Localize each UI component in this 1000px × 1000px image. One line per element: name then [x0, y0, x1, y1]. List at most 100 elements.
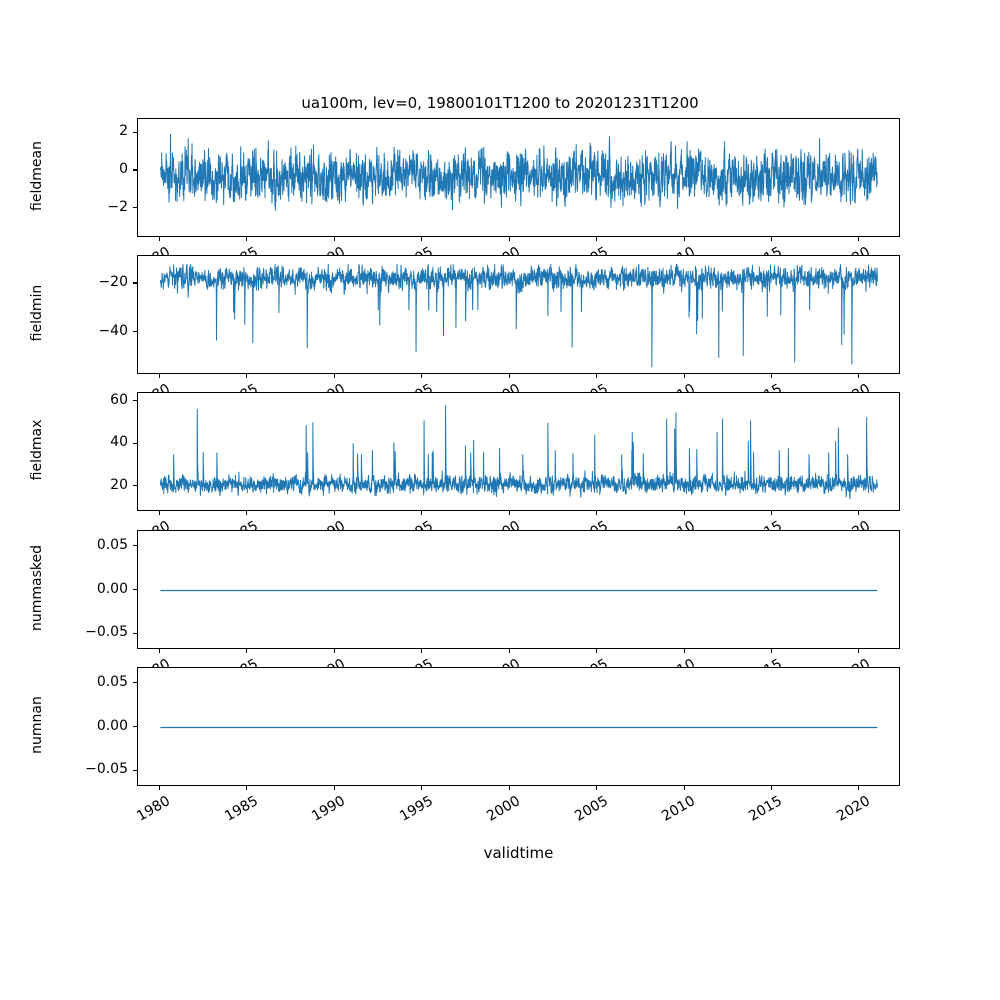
y-tick-mark [133, 131, 137, 133]
y-axis-label-fieldmean: fieldmean [29, 140, 45, 211]
subplot-fieldmax [137, 392, 901, 512]
x-tick-mark [246, 649, 248, 653]
x-tick-mark [596, 649, 598, 653]
x-tick-label: 2015 [746, 793, 786, 825]
x-tick-mark [508, 649, 510, 653]
y-tick-label: 0 [119, 160, 128, 177]
x-tick-label: 2020 [726, 518, 873, 530]
y-tick-mark [133, 400, 137, 402]
series-canvas-fieldmean [138, 119, 901, 238]
series-canvas-fieldmax [138, 393, 901, 512]
y-tick-label: −40 [98, 322, 128, 339]
y-tick-label: 2 [119, 123, 128, 140]
y-tick-label: −0.05 [85, 624, 128, 641]
x-tick-label: 2015 [639, 518, 786, 530]
figure-title: ua100m, lev=0, 19800101T1200 to 20201231… [301, 94, 699, 112]
y-tick-label: 0.00 [96, 580, 128, 597]
x-tick-mark [421, 649, 423, 653]
x-tick-mark [246, 786, 248, 790]
x-tick-label: 1985 [221, 793, 261, 825]
y-tick-mark [133, 682, 137, 684]
x-tick-mark [683, 649, 685, 653]
x-tick-mark [770, 786, 773, 790]
x-tick-label: 1995 [396, 793, 436, 825]
y-tick-mark [133, 169, 137, 171]
x-tick-mark [508, 237, 510, 241]
x-tick-mark [421, 237, 423, 241]
series-canvas-fieldmin [138, 256, 901, 375]
y-tick-label: 40 [110, 434, 128, 450]
y-axis-label-fieldmin: fieldmin [29, 284, 45, 341]
x-tick-label: 2020 [834, 793, 873, 825]
y-tick-mark [133, 442, 137, 444]
x-tick-mark [246, 511, 248, 515]
x-tick-label: 2005 [464, 518, 611, 530]
x-tick-mark [158, 237, 160, 241]
x-tick-label: 1990 [202, 518, 348, 530]
y-axis-label-nummasked: nummasked [29, 544, 45, 631]
x-tick-mark [508, 511, 510, 515]
x-tick-mark [858, 786, 860, 790]
x-tick-mark [333, 649, 335, 653]
x-tick-label: 1985 [114, 518, 261, 530]
x-tick-mark [421, 511, 423, 515]
x-tick-mark [246, 237, 248, 241]
y-tick-mark [133, 769, 137, 771]
y-tick-label: 0.05 [96, 536, 128, 553]
x-tick-label-row: 1980 1985 1990 1995 2000 2005 2010 2015 2020 [0, 791, 1000, 851]
x-tick-mark [770, 237, 773, 241]
x-tick-mark [858, 511, 860, 515]
x-tick-label: 2010 [551, 518, 698, 530]
x-tick-mark [421, 786, 423, 790]
y-tick-mark [133, 589, 137, 591]
x-tick-label: 1990 [309, 793, 349, 825]
x-tick-mark [770, 649, 773, 653]
y-axis-label-numnan: numnan [29, 695, 45, 754]
x-tick-label: 2010 [659, 793, 699, 825]
x-tick-mark [333, 786, 335, 790]
x-tick-mark [596, 511, 598, 515]
series-canvas-nummasked [138, 531, 901, 650]
x-tick-mark [508, 786, 510, 790]
x-tick-mark [158, 374, 160, 378]
y-tick-mark [133, 485, 137, 487]
subplot-nummasked [137, 530, 901, 650]
x-tick-mark [770, 511, 773, 515]
y-tick-label: 0.05 [96, 673, 128, 690]
x-tick-mark [246, 374, 248, 378]
x-tick-mark [683, 786, 685, 790]
series-canvas-numnan [138, 668, 901, 787]
y-tick-mark [133, 726, 137, 728]
x-tick-mark [596, 374, 598, 378]
x-tick-label: 1980 [27, 518, 174, 530]
x-tick-mark [858, 237, 860, 241]
y-tick-label: 20 [110, 476, 128, 493]
x-tick-mark [421, 374, 423, 378]
x-tick-mark [333, 374, 335, 378]
y-tick-label: −2 [107, 198, 128, 215]
x-tick-mark [333, 237, 335, 241]
y-tick-mark [133, 331, 137, 333]
x-tick-label: 2005 [571, 793, 611, 825]
x-tick-mark [770, 374, 773, 378]
y-tick-mark [133, 545, 137, 547]
x-tick-mark [683, 374, 685, 378]
y-tick-label: −0.05 [85, 761, 128, 778]
x-tick-label: 2000 [484, 793, 524, 825]
subplot-numnan [137, 667, 901, 787]
x-tick-mark [158, 786, 160, 790]
y-tick-label: −20 [98, 273, 128, 290]
x-tick-label: 1995 [289, 518, 436, 530]
x-tick-mark [596, 786, 598, 790]
y-axis-label-fieldmax: fieldmax [29, 419, 45, 480]
x-tick-label: 1980 [134, 793, 174, 825]
x-tick-mark [858, 374, 860, 378]
x-tick-mark [683, 237, 685, 241]
x-tick-mark [683, 511, 685, 515]
y-tick-label: 0.00 [96, 717, 128, 734]
